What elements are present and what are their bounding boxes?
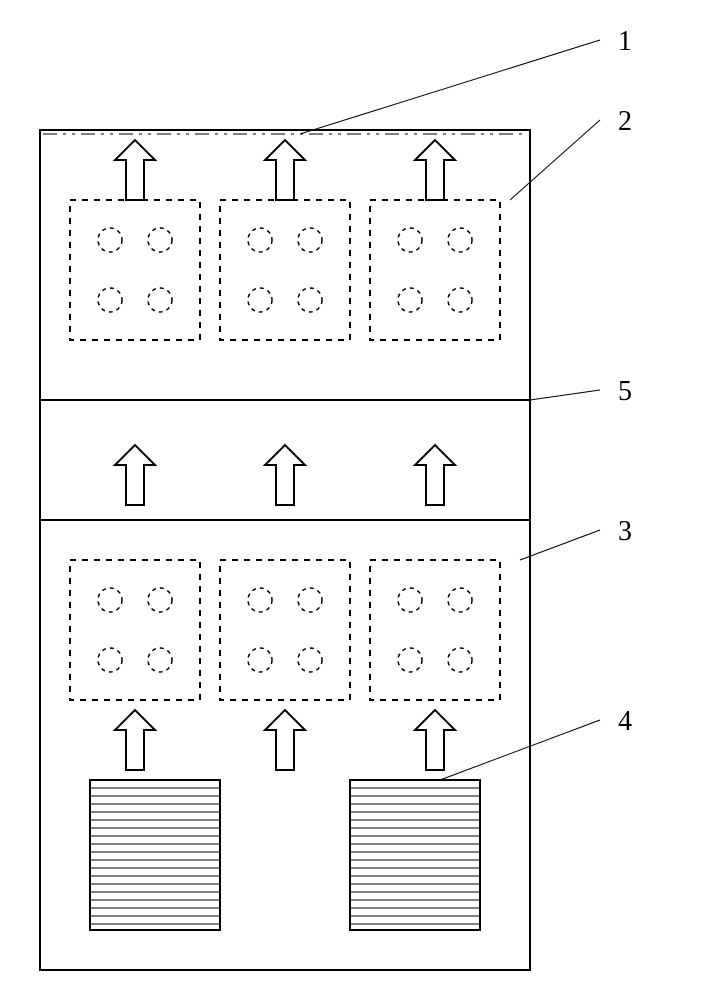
top-module-1-hole-3	[148, 288, 172, 312]
bottom-module-2-hole-2	[248, 648, 272, 672]
top-module-2	[220, 200, 350, 340]
label-3: 3	[618, 516, 632, 547]
top-module-3	[370, 200, 500, 340]
technical-diagram: 1 2 3 4 5	[0, 0, 709, 1000]
flow-arrow-middle-1	[115, 445, 155, 505]
top-module-1-hole-0	[98, 228, 122, 252]
top-module-3-hole-3	[448, 288, 472, 312]
flow-arrow-bottom-3	[415, 710, 455, 770]
bottom-module-3	[370, 560, 500, 700]
top-module-1	[70, 200, 200, 340]
top-module-1-hole-2	[98, 288, 122, 312]
bottom-module-2	[220, 560, 350, 700]
bottom-module-2-hole-1	[298, 588, 322, 612]
bottom-module-1-hole-3	[148, 648, 172, 672]
bottom-module-1	[70, 560, 200, 700]
bottom-module-3-hole-0	[398, 588, 422, 612]
flow-arrow-middle-3	[415, 445, 455, 505]
bottom-module-1-hole-2	[98, 648, 122, 672]
top-module-3-hole-0	[398, 228, 422, 252]
label-4: 4	[618, 706, 632, 737]
flow-arrow-middle-2	[265, 445, 305, 505]
leader-line-3	[520, 530, 600, 560]
hatched-block-1	[90, 780, 220, 930]
bottom-module-1-hole-1	[148, 588, 172, 612]
label-1: 1	[618, 26, 632, 57]
flow-arrow-top-3	[415, 140, 455, 200]
bottom-module-3-hole-1	[448, 588, 472, 612]
label-2: 2	[618, 106, 632, 137]
top-module-2-hole-2	[248, 288, 272, 312]
flow-arrow-top-2	[265, 140, 305, 200]
bottom-module-1-hole-0	[98, 588, 122, 612]
leader-line-4	[440, 720, 600, 780]
bottom-module-3-hole-3	[448, 648, 472, 672]
top-module-1-hole-1	[148, 228, 172, 252]
top-module-2-hole-3	[298, 288, 322, 312]
leader-line-5	[530, 390, 600, 400]
top-module-2-hole-1	[298, 228, 322, 252]
bottom-module-2-hole-3	[298, 648, 322, 672]
leader-line-1	[300, 40, 600, 134]
flow-arrow-top-1	[115, 140, 155, 200]
hatched-block-2	[350, 780, 480, 930]
top-module-2-hole-0	[248, 228, 272, 252]
bottom-module-3-hole-2	[398, 648, 422, 672]
top-module-3-hole-2	[398, 288, 422, 312]
top-module-3-hole-1	[448, 228, 472, 252]
bottom-module-2-hole-0	[248, 588, 272, 612]
flow-arrow-bottom-2	[265, 710, 305, 770]
label-5: 5	[618, 376, 632, 407]
leader-line-2	[510, 120, 600, 200]
flow-arrow-bottom-1	[115, 710, 155, 770]
